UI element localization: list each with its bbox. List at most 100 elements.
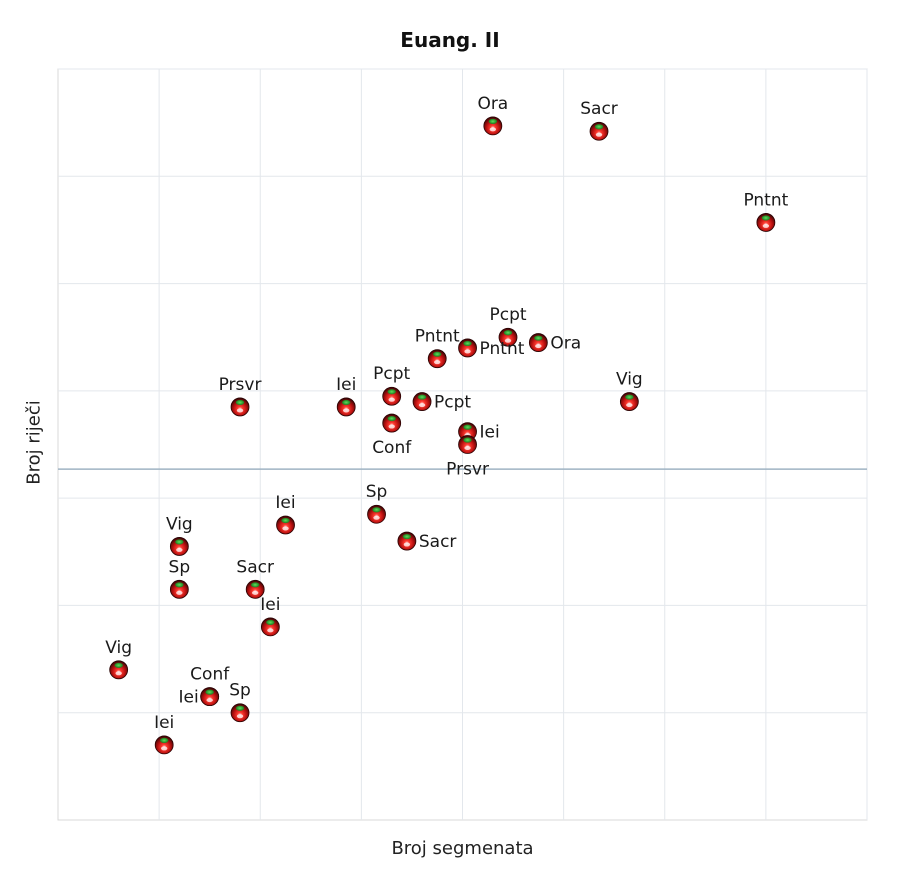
- point-highlight: [417, 394, 427, 400]
- point-marker: [260, 617, 280, 637]
- data-point: Iei: [336, 375, 356, 417]
- point-shine: [343, 408, 350, 413]
- point-label: Iei: [275, 493, 295, 513]
- data-point: Pntnt: [458, 338, 525, 359]
- point-label: Vig: [105, 638, 132, 658]
- point-label: Pntnt: [415, 327, 460, 347]
- point-highlight: [402, 533, 412, 540]
- point-label: Sacr: [580, 99, 618, 119]
- point-highlight: [281, 517, 290, 524]
- point-marker: [245, 579, 265, 599]
- data-point: Vig: [166, 514, 193, 556]
- data-point: Pntnt: [415, 327, 460, 369]
- point-label: Conf: [190, 665, 230, 685]
- point-shine: [504, 338, 512, 343]
- point-highlight: [205, 689, 214, 695]
- data-point: Vig: [105, 638, 132, 680]
- point-marker: [483, 116, 503, 136]
- point-marker: [427, 349, 447, 369]
- data-point: Pcpt: [412, 392, 471, 413]
- data-point: Pntnt: [743, 190, 789, 232]
- point-label: Iei: [336, 375, 356, 395]
- point-label: Sp: [169, 557, 191, 577]
- point-highlight: [488, 118, 498, 124]
- point-highlight: [463, 340, 472, 347]
- point-shine: [762, 223, 770, 228]
- data-point: Iei: [154, 713, 174, 755]
- point-highlight: [114, 662, 123, 668]
- point-shine: [267, 628, 274, 633]
- point-marker: [458, 338, 477, 358]
- point-shine: [388, 397, 395, 402]
- point-marker: [382, 386, 402, 406]
- data-point: Iei: [178, 687, 220, 708]
- point-highlight: [463, 424, 472, 430]
- point-highlight: [235, 705, 245, 711]
- point-highlight: [503, 330, 513, 336]
- point-shine: [595, 132, 603, 137]
- point-shine: [115, 671, 122, 676]
- point-label: Sp: [229, 681, 251, 701]
- data-point: Sacr: [580, 99, 618, 141]
- point-highlight: [342, 399, 351, 406]
- data-point: Iei: [275, 493, 296, 535]
- point-marker: [109, 660, 129, 680]
- point-shine: [535, 344, 542, 349]
- point-marker: [154, 735, 174, 755]
- point-shine: [176, 547, 183, 552]
- point-highlight: [175, 582, 184, 588]
- point-marker: [276, 515, 295, 535]
- point-highlight: [266, 619, 275, 625]
- data-point: Pcpt: [489, 305, 527, 347]
- data-point: Prsvr: [219, 375, 261, 417]
- point-shine: [434, 360, 441, 365]
- point-highlight: [594, 124, 604, 130]
- point-marker: [589, 121, 609, 141]
- point-marker: [619, 392, 639, 411]
- point-highlight: [175, 539, 184, 545]
- point-label: Iei: [480, 423, 500, 443]
- point-label: Sacr: [419, 532, 457, 552]
- point-marker: [756, 213, 776, 232]
- point-shine: [206, 698, 213, 703]
- point-shine: [236, 408, 244, 413]
- point-marker: [458, 435, 477, 454]
- point-label: Vig: [166, 514, 193, 534]
- point-highlight: [372, 507, 381, 513]
- point-shine: [236, 714, 244, 719]
- point-marker: [230, 703, 250, 723]
- data-point: Sp: [366, 482, 388, 524]
- data-point: Ora: [477, 94, 508, 136]
- point-highlight: [235, 399, 245, 406]
- point-highlight: [433, 351, 442, 357]
- data-point: Iei: [458, 422, 500, 443]
- point-label: Pcpt: [373, 364, 410, 384]
- point-marker: [230, 397, 250, 417]
- point-marker: [382, 413, 402, 433]
- data-point: Sacr: [397, 531, 457, 552]
- data-point: Conf: [372, 413, 412, 458]
- point-label: Iei: [154, 713, 174, 733]
- point-label: Vig: [616, 370, 643, 390]
- point-label: Ora: [550, 334, 581, 354]
- point-label: Sp: [366, 482, 388, 502]
- data-point: Sp: [229, 681, 251, 723]
- point-highlight: [463, 437, 472, 443]
- point-marker: [169, 537, 189, 556]
- point-marker: [397, 531, 417, 551]
- point-shine: [282, 526, 289, 531]
- point-label: Iei: [178, 688, 198, 708]
- point-highlight: [159, 737, 169, 744]
- point-highlight: [761, 215, 771, 221]
- data-point: Sacr: [236, 557, 274, 599]
- point-shine: [160, 746, 168, 751]
- point-label: Iei: [260, 595, 280, 615]
- point-shine: [176, 590, 183, 595]
- data-point: Sp: [169, 557, 191, 599]
- point-marker: [169, 579, 189, 599]
- point-shine: [373, 515, 380, 520]
- point-shine: [388, 424, 395, 429]
- point-shine: [251, 590, 259, 595]
